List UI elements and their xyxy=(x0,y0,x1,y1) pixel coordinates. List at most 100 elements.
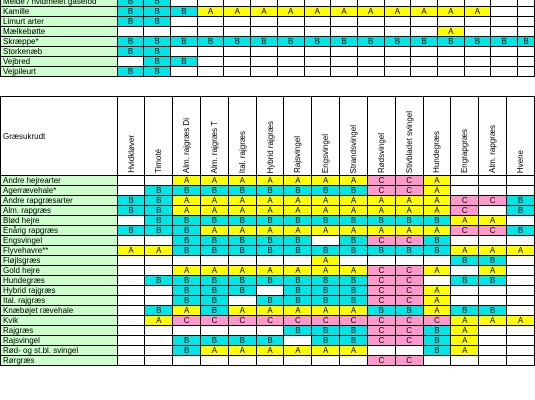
rating-cell: B xyxy=(200,235,229,246)
rating-cell: B xyxy=(490,36,518,47)
rating-cell xyxy=(196,26,225,37)
rating-cell xyxy=(116,295,146,306)
rating-cell: C xyxy=(394,275,424,286)
rating-cell xyxy=(330,66,358,77)
rating-cell: A xyxy=(172,305,202,316)
rating-cell: B xyxy=(394,215,424,226)
rating-cell: B xyxy=(144,225,174,236)
rating-cell: B xyxy=(144,205,174,216)
column-header-label: Rajsvingel xyxy=(293,136,303,173)
rating-cell xyxy=(276,66,305,77)
column-header: Alm. rapgræs xyxy=(478,96,507,176)
rating-cell: A xyxy=(339,175,368,186)
row-label: Gold hejre xyxy=(0,265,118,276)
rating-cell xyxy=(450,295,480,306)
rating-cell: B xyxy=(422,235,452,246)
rating-cell: A xyxy=(172,205,202,216)
rating-cell xyxy=(505,305,535,316)
rating-cell: B xyxy=(143,56,172,67)
rating-cell: A xyxy=(255,265,285,276)
column-header-label: Hybrid rajgræs xyxy=(265,120,275,173)
column-header: Hundegræs xyxy=(422,96,452,176)
rating-cell: A xyxy=(478,265,507,276)
rating-cell: A xyxy=(311,225,341,236)
row-label: Vejbred xyxy=(0,56,118,67)
rating-cell xyxy=(116,335,146,346)
rating-cell: C xyxy=(394,315,424,326)
rating-cell: C xyxy=(366,185,396,196)
rating-cell: B xyxy=(255,335,285,346)
rating-cell: A xyxy=(311,205,341,216)
rating-cell: B xyxy=(116,6,145,17)
rating-cell: A xyxy=(276,6,305,17)
rating-cell: B xyxy=(200,275,229,286)
rating-cell: C xyxy=(200,315,229,326)
rating-cell: A xyxy=(311,195,341,206)
rating-cell xyxy=(255,355,285,366)
rating-cell: A xyxy=(172,195,202,206)
rating-cell: B xyxy=(422,245,452,256)
rating-cell xyxy=(517,66,535,77)
row-label: Hundegræs xyxy=(0,275,118,286)
rating-cell: A xyxy=(450,315,480,326)
rating-cell xyxy=(144,285,174,296)
column-header: Engrapgræs xyxy=(450,96,480,176)
table-row: Alm. rapgræs B B A A A A A A A A A A C B xyxy=(0,205,535,216)
rating-cell: A xyxy=(200,205,229,216)
rating-cell: B xyxy=(250,36,278,47)
rating-cell: A xyxy=(478,315,507,326)
rating-cell: C xyxy=(478,225,507,236)
column-header-label: Ital. rajgræs xyxy=(237,130,247,173)
rating-cell: B xyxy=(311,185,341,196)
table-row: Melde / hvidmelet gåsefod B B xyxy=(0,0,535,7)
rating-cell: B xyxy=(311,285,341,296)
rating-cell xyxy=(227,325,257,336)
rating-cell: A xyxy=(227,175,257,186)
rating-cell: A xyxy=(144,315,174,326)
rating-cell: B xyxy=(339,295,368,306)
rating-cell xyxy=(517,46,535,57)
rating-cell xyxy=(223,46,252,57)
rating-cell xyxy=(490,16,518,27)
rating-cell: C xyxy=(478,195,507,206)
row-label: Limurt arter xyxy=(0,16,118,27)
rating-cell: B xyxy=(255,235,285,246)
rating-cell: B xyxy=(303,36,332,47)
rating-cell: A xyxy=(200,345,229,356)
rating-cell xyxy=(356,16,385,27)
rating-cell xyxy=(170,26,198,37)
rating-cell xyxy=(227,295,257,306)
rating-cell: A xyxy=(311,305,341,316)
rating-cell xyxy=(116,185,146,196)
rating-cell: A xyxy=(422,195,452,206)
rating-cell: A xyxy=(227,225,257,236)
rating-cell: B xyxy=(383,36,412,47)
column-header-label: Stivbladet svingel xyxy=(404,110,414,173)
rating-cell: C xyxy=(394,295,424,306)
row-label: Rajsvingel xyxy=(0,335,118,346)
rating-cell xyxy=(463,66,492,77)
rating-cell xyxy=(383,66,412,77)
rating-cell: B xyxy=(116,36,145,47)
rating-cell xyxy=(383,16,412,27)
rating-cell: B xyxy=(116,195,146,206)
rating-cell xyxy=(366,345,396,356)
rating-cell xyxy=(144,295,174,306)
rating-cell: A xyxy=(394,225,424,236)
rating-cell xyxy=(505,285,535,296)
rating-cell: B xyxy=(339,335,368,346)
row-label: Andre hejrearter xyxy=(0,175,118,186)
rating-cell: B xyxy=(172,345,202,356)
rating-cell xyxy=(283,255,313,266)
rating-cell xyxy=(356,56,385,67)
rating-cell: B xyxy=(172,335,202,346)
rating-cell xyxy=(172,325,202,336)
rating-cell xyxy=(223,56,252,67)
rating-cell xyxy=(450,265,480,276)
rating-cell xyxy=(196,16,225,27)
rating-cell xyxy=(490,56,518,67)
rating-cell xyxy=(196,46,225,57)
rating-cell xyxy=(250,26,278,37)
rating-cell xyxy=(436,56,465,67)
rating-cell: A xyxy=(478,245,507,256)
